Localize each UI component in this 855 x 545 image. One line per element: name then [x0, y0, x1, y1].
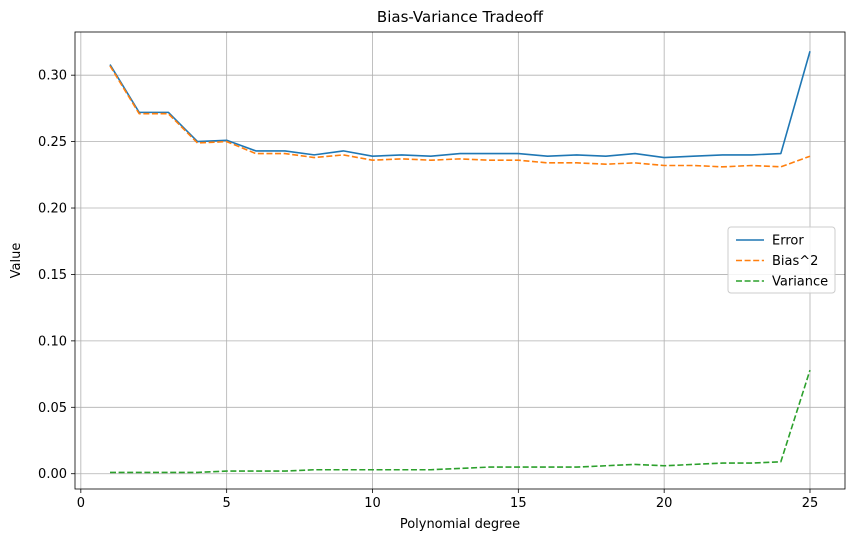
y-tick-label: 0.25 — [38, 135, 67, 150]
series-line-variance — [110, 369, 811, 474]
x-tick-label: 20 — [656, 496, 673, 511]
x-tick-label: 5 — [223, 496, 231, 511]
x-tick-label: 0 — [77, 496, 85, 511]
axis-layer: 0 5 10 15 20 25 0.00 0.05 0.10 0.15 0.20 0.25 0.30 — [38, 69, 818, 511]
y-tick-label: 0.30 — [38, 69, 67, 84]
legend-label: Variance — [772, 275, 828, 290]
x-tick-label: 10 — [364, 496, 381, 511]
y-tick-label: 0.20 — [38, 202, 67, 217]
plot-frame — [74, 31, 846, 490]
x-tick-label: 15 — [510, 496, 527, 511]
series-line-bias-2 — [109, 65, 811, 168]
x-axis-title: Polynomial degree — [400, 517, 520, 532]
y-tick-label: 0.15 — [38, 268, 67, 283]
y-tick-label: 0.00 — [38, 467, 67, 482]
legend: Error Bias^2 Variance — [727, 226, 836, 294]
x-tick-label: 25 — [802, 496, 819, 511]
series-line-error — [109, 51, 811, 159]
chart-title: Bias-Variance Tradeoff — [377, 8, 544, 26]
legend-label: Bias^2 — [772, 254, 818, 269]
y-tick-label: 0.05 — [38, 401, 67, 416]
y-axis-title: Value — [9, 243, 24, 279]
legend-box — [727, 226, 836, 294]
legend-label: Error — [772, 234, 804, 249]
y-tick-label: 0.10 — [38, 334, 67, 349]
series-layer — [109, 51, 811, 474]
